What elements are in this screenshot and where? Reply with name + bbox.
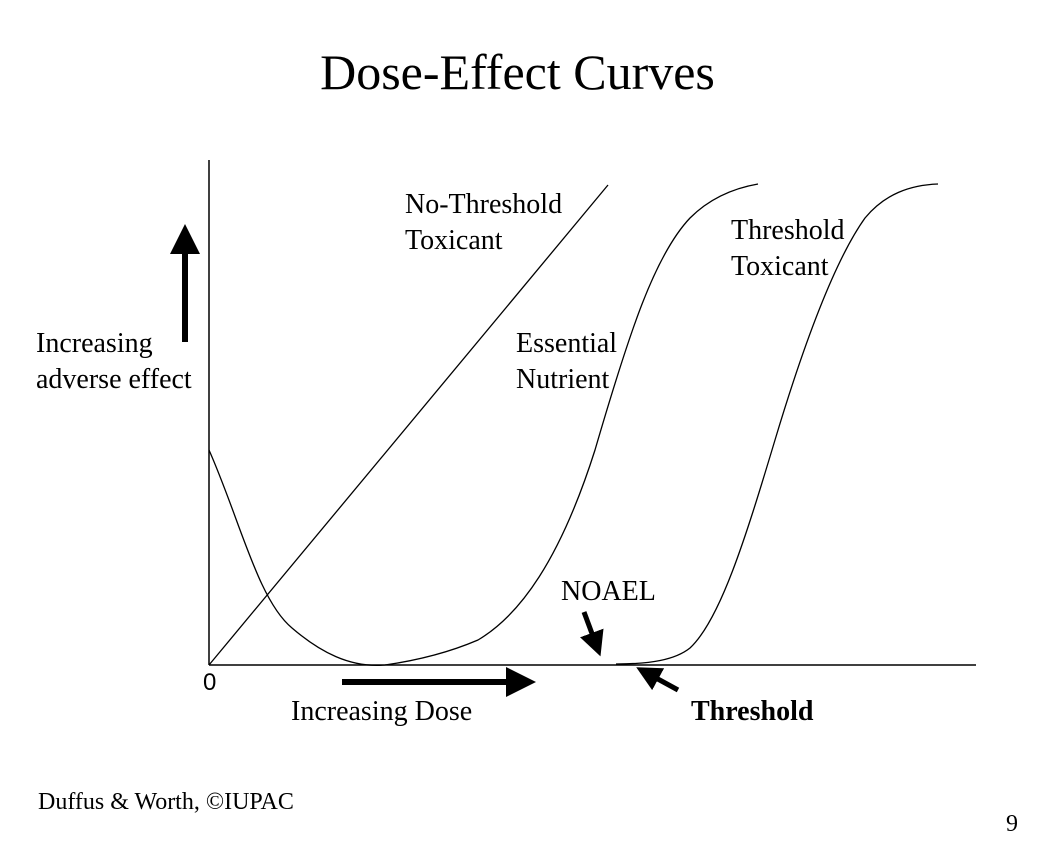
threshold-arrow: [636, 667, 680, 693]
no-threshold-curve: [208, 184, 609, 666]
no-threshold-label: No-Threshold Toxicant: [405, 187, 562, 259]
essential-nutrient-label-line1: Essential: [516, 328, 618, 359]
essential-nutrient-label-line2: Nutrient: [516, 364, 610, 395]
y-axis-label-line1: Increasing: [36, 328, 153, 359]
y-axis-label-line2: adverse effect: [36, 364, 192, 395]
y-axis-label: Increasing adverse effect: [36, 326, 192, 398]
noael-label: NOAEL: [561, 576, 656, 607]
threshold-toxicant-curve: [615, 183, 939, 665]
threshold-toxicant-label-line2: Toxicant: [731, 251, 829, 282]
essential-nutrient-label: Essential Nutrient: [516, 326, 617, 398]
slide-title: Dose-Effect Curves: [320, 44, 715, 100]
threshold-label: Threshold: [691, 696, 814, 727]
x-axis-label: Increasing Dose: [291, 696, 473, 727]
page-number: 9: [1006, 811, 1018, 837]
noael-arrow: [580, 611, 604, 657]
origin-label: 0: [203, 669, 217, 696]
threshold-toxicant-label-line1: Threshold: [731, 215, 845, 246]
threshold-toxicant-label: Threshold Toxicant: [731, 213, 845, 285]
no-threshold-label-line2: Toxicant: [405, 225, 503, 256]
no-threshold-label-line1: No-Threshold: [405, 189, 563, 220]
credit-footer: Duffus & Worth, ©IUPAC: [38, 789, 294, 815]
essential-nutrient-curve: [208, 183, 759, 667]
